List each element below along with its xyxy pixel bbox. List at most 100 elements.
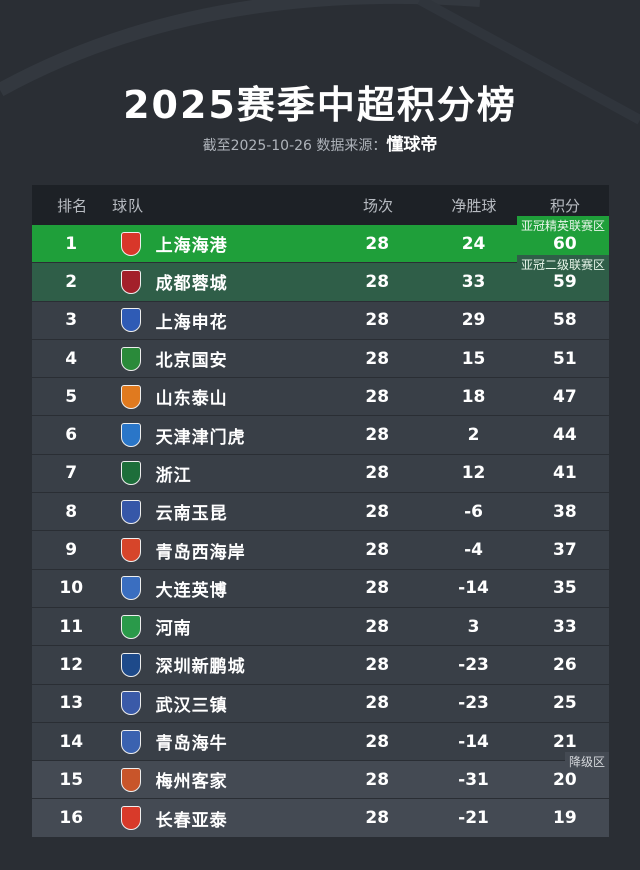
header-points: 积分: [550, 196, 581, 215]
played: 28: [365, 654, 390, 675]
goal-difference: -14: [458, 578, 489, 599]
goal-difference: 33: [461, 271, 486, 292]
background-decoration: [0, 0, 640, 125]
rank: 4: [65, 348, 78, 369]
points: 21: [553, 731, 577, 752]
team-name: 天津津门虎: [155, 427, 246, 448]
table-row: 9 青岛西海岸 28 -4 37: [32, 531, 609, 570]
points: 44: [553, 425, 577, 446]
table-row: 6 天津津门虎 28 2 44: [32, 416, 609, 455]
table-header: 排名 球队 场次 净胜球 积分: [32, 185, 609, 225]
team-logo-icon: [121, 499, 142, 524]
standings-table: 排名 球队 场次 净胜球 积分 1 上海海港 28 24 60 亚冠精英联赛区 2 …: [32, 185, 609, 838]
team-name: 云南玉昆: [155, 504, 228, 525]
goal-difference: 18: [461, 386, 486, 407]
table-row: 12 深圳新鹏城 28 -23 26: [32, 646, 609, 685]
team-logo-icon: [121, 614, 142, 639]
goal-difference: 24: [461, 233, 486, 254]
rank: 14: [59, 731, 84, 752]
team-name: 青岛海牛: [155, 734, 228, 754]
rank: 7: [65, 463, 78, 484]
played: 28: [365, 769, 390, 790]
team-name: 北京国安: [155, 351, 228, 372]
team-logo-icon: [121, 767, 142, 792]
team-logo-icon: [121, 576, 142, 601]
played: 28: [365, 808, 390, 829]
team-logo-icon: [121, 806, 142, 831]
rank: 5: [65, 386, 78, 407]
team-logo-icon: [121, 461, 142, 486]
table-row: 16 长春亚泰 28 -21 19: [32, 799, 609, 838]
page-title: 2025赛季中超积分榜: [123, 83, 517, 127]
goal-difference: -21: [458, 808, 489, 829]
goal-difference: -14: [458, 731, 489, 752]
team-logo-icon: [121, 652, 142, 677]
goal-difference: -4: [464, 540, 483, 561]
rank: 9: [65, 540, 78, 561]
rank: 15: [59, 769, 84, 790]
goal-difference: 3: [467, 616, 480, 637]
points: 20: [553, 769, 577, 790]
team-logo-icon: [121, 729, 142, 754]
points: 37: [553, 540, 577, 561]
rank: 12: [59, 654, 84, 675]
table-row: 13 武汉三镇 28 -23 25: [32, 684, 609, 723]
points: 41: [553, 463, 577, 484]
points: 25: [553, 693, 577, 714]
zone-label-acl-elite: 亚冠精英联赛区: [516, 216, 609, 235]
played: 28: [365, 425, 390, 446]
team-name: 武汉三镇: [155, 695, 228, 716]
points: 58: [553, 310, 577, 331]
team-name: 深圳新鹏城: [155, 657, 246, 678]
table-row: 3 上海申花 28 29 58: [32, 301, 609, 340]
team-name: 浙江: [155, 465, 192, 486]
goal-difference: -6: [464, 501, 483, 522]
rank: 16: [59, 808, 84, 829]
points: 51: [553, 348, 577, 369]
rank: 3: [65, 310, 78, 331]
points: 35: [553, 578, 577, 599]
rank: 8: [65, 501, 78, 522]
team-name: 青岛西海岸: [155, 542, 246, 563]
points: 26: [553, 654, 577, 675]
source-name: 懂球帝: [386, 135, 438, 155]
table-row: 8 云南玉昆 28 -6 38: [32, 493, 609, 532]
team-logo-icon: [121, 269, 142, 294]
played: 28: [365, 616, 390, 637]
goal-difference: 12: [461, 463, 486, 484]
team-logo-icon: [121, 346, 142, 371]
points: 47: [553, 386, 577, 407]
team-logo-icon: [121, 384, 142, 409]
team-name: 河南: [155, 619, 192, 640]
table-row: 14 青岛海牛 28 -14 21: [32, 722, 609, 762]
team-logo-icon: [121, 231, 142, 256]
team-logo-icon: [121, 691, 142, 716]
team-logo-icon: [121, 423, 142, 448]
team-logo-icon: [121, 538, 142, 563]
rank: 1: [65, 233, 78, 254]
played: 28: [365, 463, 390, 484]
table-row: 2 成都蓉城 28 33 59 亚冠二级联赛区: [32, 255, 609, 302]
played: 28: [365, 501, 390, 522]
points: 33: [553, 616, 577, 637]
team-logo-icon: [121, 308, 142, 333]
team-name: 山东泰山: [155, 389, 228, 410]
goal-difference: -23: [458, 693, 489, 714]
table-row: 15 梅州客家 28 -31 20 降级区: [32, 752, 609, 800]
table-row: 4 北京国安 28 15 51: [32, 339, 609, 379]
rank: 13: [59, 693, 84, 714]
subtitle: 截至2025-10-26 数据来源：懂球帝: [0, 130, 640, 155]
header-team: 球队: [112, 196, 145, 215]
team-name: 梅州客家: [155, 772, 228, 793]
zone-label-relegation: 降级区: [564, 752, 609, 772]
points: 38: [553, 501, 577, 522]
team-name: 长春亚泰: [155, 810, 228, 831]
rank: 2: [65, 271, 78, 292]
played: 28: [365, 310, 390, 331]
date-text: 截至2025-10-26 数据来源：: [202, 138, 387, 154]
points: 60: [553, 233, 577, 254]
table-row: 11 河南 28 3 33: [32, 607, 609, 647]
team-name: 上海海港: [155, 236, 228, 257]
goal-difference: -31: [458, 769, 489, 790]
goal-difference: 29: [461, 310, 486, 331]
